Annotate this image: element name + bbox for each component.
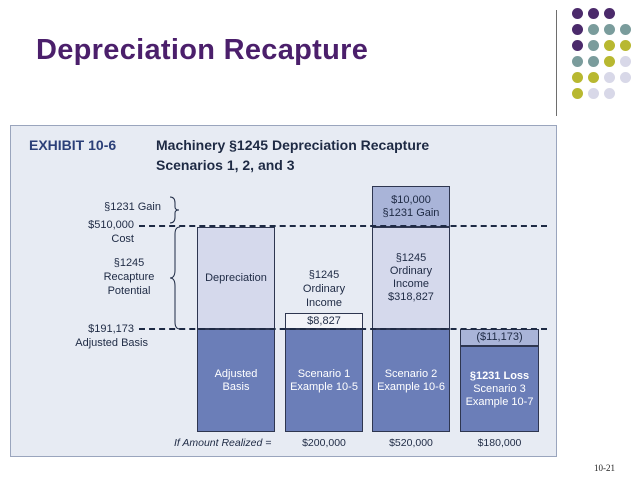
dot <box>588 24 599 35</box>
exhibit-title-line1: Machinery §1245 Depreciation Recapture <box>156 137 430 153</box>
decorative-divider <box>556 10 557 116</box>
s3-loss-amount-block: ($11,173) <box>460 329 539 346</box>
dot <box>604 40 615 51</box>
dot <box>604 8 615 19</box>
scenario-3-block: §1231 Loss Scenario 3 Example 10-7 <box>460 346 539 432</box>
dot <box>604 24 615 35</box>
cost-label: Cost <box>111 233 134 245</box>
gain-brace <box>169 196 180 224</box>
recapture-label-2: Recapture <box>103 271 155 283</box>
basis-value: $191,173 <box>88 323 134 335</box>
scenario-1-block: Scenario 1 Example 10-5 <box>285 329 363 432</box>
dot <box>572 56 583 67</box>
s2-ordinary-income-block: §1245 Ordinary Income $318,827 <box>372 227 450 329</box>
block-text: Adjusted <box>214 367 258 380</box>
depreciation-block: Depreciation <box>197 227 275 329</box>
slide-title: Depreciation Recapture <box>36 34 369 66</box>
block-text: $318,827 <box>388 291 434 303</box>
dot <box>572 72 583 83</box>
block-text: Basis <box>222 380 250 393</box>
recapture-label-3: Potential <box>107 285 151 297</box>
s1-label-3: Income <box>305 297 343 309</box>
cost-dashed-line <box>139 225 547 227</box>
dot <box>588 88 599 99</box>
block-text: §1231 Loss <box>469 369 530 382</box>
block-text: Scenario 1 <box>297 367 351 380</box>
recapture-brace <box>169 226 181 330</box>
dot <box>588 72 599 83</box>
block-text: Income <box>392 278 430 290</box>
block-text: Scenario 3 <box>473 382 526 395</box>
dot <box>604 88 615 99</box>
scenario-2-block: Scenario 2 Example 10-6 <box>372 329 450 432</box>
dot <box>620 24 631 35</box>
dot <box>588 56 599 67</box>
dot <box>588 8 599 19</box>
block-text: Example 10-5 <box>290 380 358 393</box>
adjusted-basis-block: Adjusted Basis <box>197 329 275 432</box>
dot <box>572 24 583 35</box>
s1-label-1: §1245 <box>308 269 340 281</box>
dot <box>620 56 631 67</box>
dot <box>620 40 631 51</box>
dot <box>604 56 615 67</box>
basis-label: Adjusted Basis <box>75 337 148 349</box>
dot <box>620 72 631 83</box>
dot <box>588 40 599 51</box>
s2-gain-block: $10,000 §1231 Gain <box>372 186 450 227</box>
exhibit-title-line2: Scenarios 1, 2, and 3 <box>156 157 295 173</box>
block-text: §1245 <box>395 252 427 264</box>
block-text: Example 10-6 <box>377 380 445 393</box>
exhibit-label: EXHIBIT 10-6 <box>29 137 117 153</box>
dot <box>572 40 583 51</box>
block-text: Example 10-7 <box>465 395 534 408</box>
s1-label-2: Ordinary <box>302 283 346 295</box>
block-text: Ordinary <box>389 265 433 277</box>
block-text: §1231 Gain <box>382 206 440 219</box>
dot <box>572 88 583 99</box>
amount-realized-label: If Amount Realized = <box>174 437 272 449</box>
recapture-label-1: §1245 <box>113 257 145 269</box>
block-text: Scenario 2 <box>384 367 438 380</box>
amount-realized-value: $200,000 <box>302 437 346 449</box>
dot <box>604 72 615 83</box>
exhibit-panel: EXHIBIT 10-6 Machinery §1245 Depreciatio… <box>10 125 557 457</box>
cost-value: $510,000 <box>88 219 134 231</box>
dot <box>572 8 583 19</box>
s1-ordinary-income-block: $8,827 <box>285 313 363 329</box>
block-text: $10,000 <box>391 193 431 206</box>
basis-dashed-line <box>139 328 547 330</box>
amount-realized-value: $520,000 <box>389 437 433 449</box>
amount-realized-value: $180,000 <box>477 437 522 449</box>
gain-label: §1231 Gain <box>104 201 161 213</box>
page-number: 10-21 <box>594 463 615 473</box>
